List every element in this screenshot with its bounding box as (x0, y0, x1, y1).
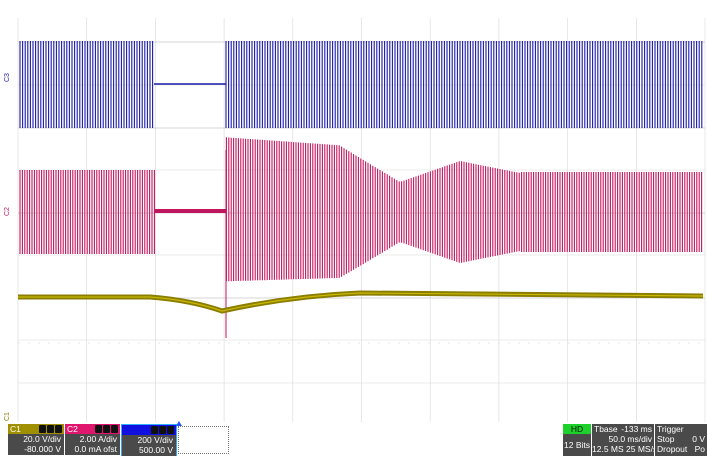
channel-1-scale: 20.0 V/div (8, 434, 64, 444)
channel-2-flags (95, 425, 118, 433)
channel-3-descriptor[interactable]: 200 V/div 500.00 V (121, 424, 177, 456)
channel-4-slot[interactable] (178, 426, 229, 454)
trigger-position-marker[interactable] (176, 421, 182, 426)
sample-rate: 25 MS/s (626, 444, 658, 454)
bit-depth: 12 Bits (564, 440, 590, 450)
ch2-trace (19, 137, 703, 282)
channel-3-scale: 200 V/div (122, 435, 176, 445)
ch1-marker: C1 (4, 412, 11, 421)
channel-1-offset: -80.000 V (8, 444, 64, 455)
ch2-marker: C2 (4, 207, 11, 216)
acquisition-mode-box[interactable]: HD 12 Bits (563, 424, 591, 456)
channel-2-name: C2 (67, 424, 78, 434)
channel-2-scale: 2.00 A/div (65, 434, 120, 444)
channel-3-flags (151, 426, 174, 434)
trigger-extra: Po (694, 444, 705, 454)
trigger-level: 0 V (692, 434, 705, 444)
tbase-label: Tbase (594, 424, 618, 434)
trigger-descriptor[interactable]: Trigger Stop 0 V Dropout Po (655, 424, 707, 456)
waveform-grid (17, 18, 706, 422)
time-per-div: 50.0 ms/div (608, 434, 652, 444)
ch1-trace-highlight (18, 292, 704, 312)
channel-1-name: C1 (10, 424, 21, 434)
timebase-descriptor[interactable]: Tbase -133 ms 50.0 ms/div 12.5 MS 25 MS/s (592, 424, 658, 456)
ch3-marker: C3 (4, 73, 11, 82)
ch3-trace (19, 41, 703, 128)
waveform-display[interactable]: C3 C2 C1 (0, 0, 707, 422)
trigger-mode: Stop (657, 434, 675, 444)
channel-3-offset: 500.00 V (122, 445, 176, 456)
channel-2-descriptor[interactable]: C2 2.00 A/div 0.0 mA ofst (65, 424, 120, 456)
sample-count: 12.5 MS (592, 444, 624, 454)
tbase-delay: -133 ms (621, 424, 652, 434)
channel-1-descriptor[interactable]: C1 20.0 V/div -80.000 V (8, 424, 64, 456)
trigger-type: Dropout (657, 444, 688, 454)
channel-2-offset: 0.0 mA ofst (65, 444, 120, 455)
channel-1-flags (39, 425, 62, 433)
hd-mode-label: HD (563, 424, 591, 434)
trigger-label: Trigger (657, 424, 684, 434)
